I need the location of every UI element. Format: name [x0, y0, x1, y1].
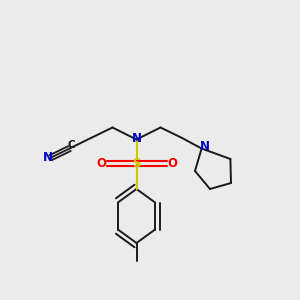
- Text: N: N: [43, 151, 53, 164]
- Text: O: O: [167, 157, 177, 170]
- Text: N: N: [200, 140, 210, 154]
- Text: O: O: [96, 157, 106, 170]
- Text: C: C: [67, 140, 75, 150]
- Text: S: S: [132, 157, 141, 170]
- Text: N: N: [131, 131, 142, 145]
